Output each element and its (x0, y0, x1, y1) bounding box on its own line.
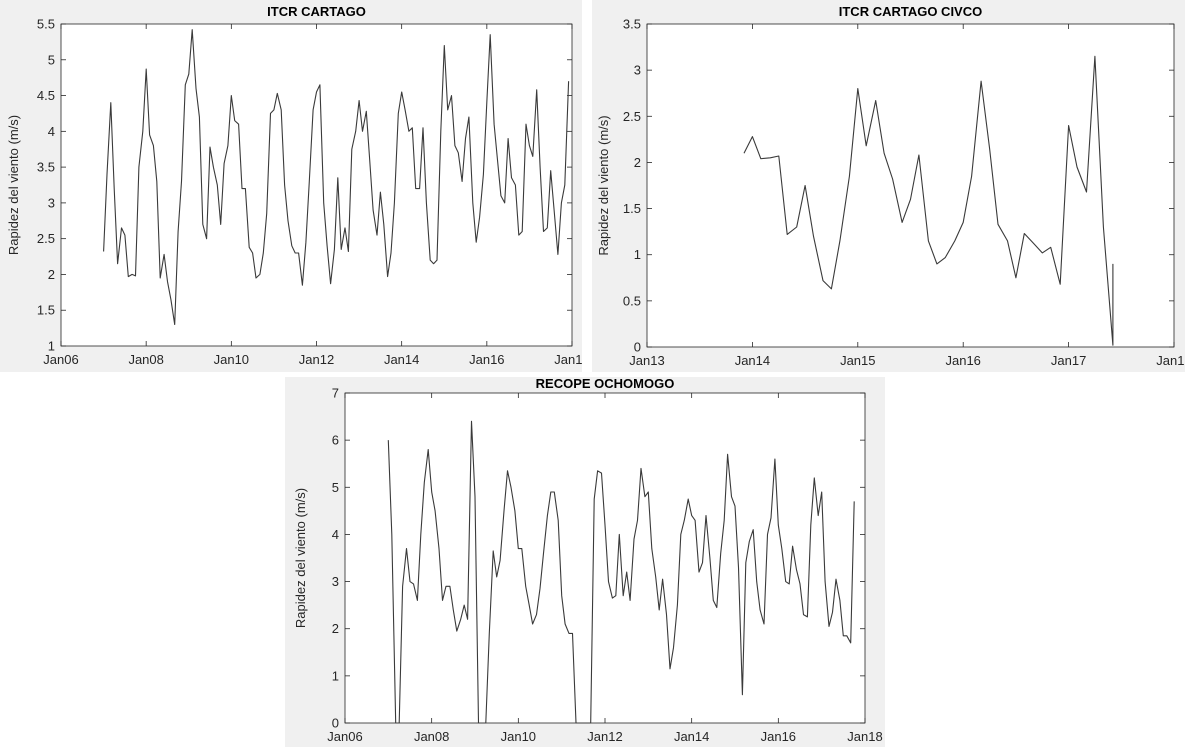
chart-0-y-tick-label: 3.5 (37, 160, 55, 175)
chart-0-x-tick-label: Jan18 (554, 352, 582, 367)
chart-0-y-tick-label: 1.5 (37, 303, 55, 318)
chart-2-x-tick-label: Jan12 (587, 729, 622, 744)
chart-0-y-tick-label: 2 (48, 267, 55, 282)
chart-0-y-tick-label: 1 (48, 339, 55, 354)
chart-2-x-tick-label: Jan08 (414, 729, 449, 744)
chart-1-y-tick-label: 0 (634, 340, 641, 355)
chart-itcr-cartago: ITCR CARTAGO 1 1.5 2 2.5 3 3.5 4 4.5 5 5.5 Jan06 Jan… (6, 4, 582, 367)
chart-1-y-tick-label: 3.5 (623, 17, 641, 32)
chart-1-x-tick-label: Jan17 (1051, 353, 1086, 368)
chart-1-x-tick-label: Jan16 (945, 353, 980, 368)
chart-0-x-tick-label: Jan08 (128, 352, 163, 367)
chart-1-x-tick-label: Jan18 (1156, 353, 1185, 368)
chart-0-series-line (103, 29, 570, 326)
chart-panel-itcr-cartago-civco: ITCR CARTAGO CIVCO 0 0.5 1 1.5 2 2.5 3 3.5 Jan13 J… (592, 0, 1185, 372)
chart-1-y-axis-label: Rapidez del viento (m/s) (596, 115, 611, 255)
chart-0-title: ITCR CARTAGO (267, 4, 366, 19)
chart-1-x-tick-label: Jan15 (840, 353, 875, 368)
chart-2-y-axis-label: Rapidez del viento (m/s) (293, 488, 308, 628)
chart-2-y-tick-label: 6 (332, 433, 339, 448)
chart-1-y-tick-label: 3 (634, 63, 641, 78)
chart-1-x-tick-label: Jan14 (735, 353, 770, 368)
chart-panel-itcr-cartago: ITCR CARTAGO 1 1.5 2 2.5 3 3.5 4 4.5 5 5.5 Jan06 Jan… (0, 0, 582, 372)
chart-2-y-tick-label: 3 (332, 574, 339, 589)
chart-1-y-tick-label: 2 (634, 155, 641, 170)
chart-0-y-tick-label: 5.5 (37, 17, 55, 32)
chart-2-x-tick-label: Jan16 (761, 729, 796, 744)
chart-0-y-axis-label: Rapidez del viento (m/s) (6, 115, 21, 255)
chart-2-x-tick-label: Jan14 (674, 729, 709, 744)
chart-0-y-tick-label: 5 (48, 52, 55, 67)
chart-0-y-tick-label: 2.5 (37, 231, 55, 246)
chart-1-y-tick-label: 1.5 (623, 201, 641, 216)
chart-1-y-tick-label: 0.5 (623, 293, 641, 308)
chart-0-y-tick-label: 4 (48, 124, 55, 139)
chart-itcr-cartago-civco: ITCR CARTAGO CIVCO 0 0.5 1 1.5 2 2.5 3 3.5 Jan13 J… (596, 4, 1185, 368)
chart-panel-recope-ochomogo: RECOPE OCHOMOGO 0 1 2 3 4 5 6 7 Jan06 Jan08 Jan10 Ja… (285, 377, 885, 747)
chart-2-plot-area (344, 392, 866, 724)
chart-2-x-tick-label: Jan10 (501, 729, 536, 744)
chart-1-x-tick-label: Jan13 (629, 353, 664, 368)
chart-2-y-tick-label: 7 (332, 386, 339, 401)
chart-0-x-tick-label: Jan16 (469, 352, 504, 367)
chart-2-x-tick-label: Jan18 (847, 729, 882, 744)
chart-2-x-tick-label: Jan06 (327, 729, 362, 744)
chart-0-x-tick-label: Jan06 (43, 352, 78, 367)
chart-1-y-tick-label: 2.5 (623, 109, 641, 124)
chart-2-y-tick-label: 2 (332, 621, 339, 636)
chart-0-y-tick-label: 4.5 (37, 88, 55, 103)
chart-1-series-line (743, 55, 1114, 346)
chart-1-plot-area (646, 23, 1175, 348)
chart-0-x-tick-label: Jan14 (384, 352, 419, 367)
chart-2-y-tick-label: 5 (332, 480, 339, 495)
chart-0-x-tick-label: Jan10 (214, 352, 249, 367)
chart-0-x-tick-label: Jan12 (299, 352, 334, 367)
chart-recope-ochomogo: RECOPE OCHOMOGO 0 1 2 3 4 5 6 7 Jan06 Jan08 Jan10 Ja… (293, 377, 883, 744)
chart-2-y-tick-label: 1 (332, 668, 339, 683)
chart-1-y-tick-label: 1 (634, 247, 641, 262)
chart-0-y-tick-label: 3 (48, 195, 55, 210)
chart-1-title: ITCR CARTAGO CIVCO (839, 4, 982, 19)
chart-2-y-tick-label: 0 (332, 716, 339, 731)
chart-2-y-tick-label: 4 (332, 527, 339, 542)
chart-2-series-line (387, 420, 855, 724)
chart-0-plot-area (60, 23, 573, 347)
chart-2-title: RECOPE OCHOMOGO (536, 377, 675, 391)
